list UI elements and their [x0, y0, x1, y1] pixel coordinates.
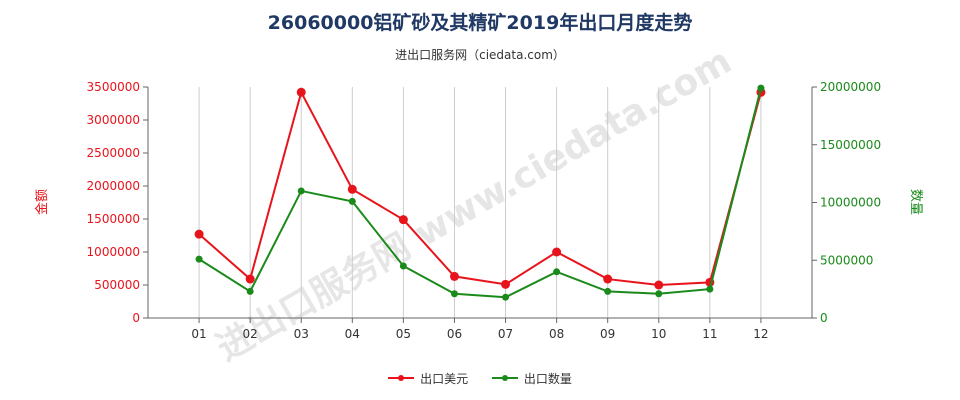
- y-right-tick-label: 10000000: [820, 196, 881, 210]
- data-point-qty: [757, 84, 765, 92]
- chart-subtitle: 进出口服务网（ciedata.com）: [395, 48, 565, 62]
- data-point-usd: [501, 279, 511, 289]
- data-point-qty: [297, 187, 305, 195]
- legend-label-qty: 出口数量: [523, 371, 572, 386]
- y-left-tick-label: 2500000: [87, 146, 140, 160]
- y-right-tick-label: 0: [820, 311, 828, 325]
- series-line-usd: [198, 89, 762, 287]
- y-left-tick-label: 1000000: [87, 245, 140, 259]
- x-tick-label: 12: [753, 327, 768, 341]
- data-point-qty: [553, 268, 561, 276]
- data-point-usd: [194, 229, 204, 239]
- legend: 出口美元 出口数量: [0, 368, 960, 387]
- x-tick-label: 05: [396, 327, 411, 341]
- y-right-axis-title: 数量: [908, 189, 923, 215]
- y-right-tick-label: 5000000: [820, 253, 873, 267]
- data-point-usd: [603, 274, 613, 284]
- x-tick-label: 06: [447, 327, 462, 341]
- legend-item-usd[interactable]: 出口美元: [388, 370, 468, 387]
- chart-title: 26060000铝矿砂及其精矿2019年出口月度走势: [267, 12, 693, 34]
- legend-swatch-qty: [491, 375, 518, 381]
- legend-item-qty[interactable]: 出口数量: [491, 370, 572, 387]
- data-point-qty: [450, 290, 458, 298]
- x-tick-label: 04: [345, 327, 360, 341]
- y-left-tick-label: 0: [132, 311, 140, 325]
- data-point-usd: [398, 215, 408, 225]
- x-tick-label: 02: [243, 327, 258, 341]
- data-point-usd: [347, 184, 357, 194]
- x-tick-label: 07: [498, 327, 513, 341]
- data-point-qty: [348, 197, 356, 205]
- data-point-qty: [706, 285, 714, 293]
- data-point-usd: [245, 274, 255, 284]
- y-right-tick-label: 15000000: [820, 138, 881, 152]
- data-point-usd: [654, 280, 664, 290]
- y-left-tick-label: 3500000: [87, 80, 140, 94]
- y-left-tick-label: 3000000: [87, 113, 140, 127]
- data-point-usd: [552, 247, 562, 257]
- legend-swatch-usd: [388, 375, 415, 381]
- x-tick-label: 10: [651, 327, 666, 341]
- legend-label-usd: 出口美元: [420, 371, 469, 386]
- y-left-tick-label: 1500000: [87, 212, 140, 226]
- x-tick-label: 08: [549, 327, 564, 341]
- data-point-qty: [195, 255, 203, 263]
- data-point-qty: [655, 290, 663, 298]
- y-left-axis-title: 金额: [34, 189, 50, 215]
- series-line-qty: [198, 87, 762, 299]
- data-point-qty: [246, 287, 254, 295]
- y-left-tick-label: 500000: [94, 278, 140, 292]
- data-point-qty: [604, 287, 612, 295]
- x-tick-label: 03: [294, 327, 309, 341]
- x-tick-label: 01: [191, 327, 206, 341]
- x-tick-label: 11: [702, 327, 717, 341]
- y-left-tick-label: 2000000: [87, 179, 140, 193]
- y-right-tick-label: 20000000: [820, 80, 881, 94]
- data-point-usd: [296, 87, 306, 97]
- data-point-qty: [399, 262, 407, 270]
- data-point-qty: [502, 293, 510, 301]
- x-tick-label: 09: [600, 327, 615, 341]
- data-point-usd: [449, 271, 459, 281]
